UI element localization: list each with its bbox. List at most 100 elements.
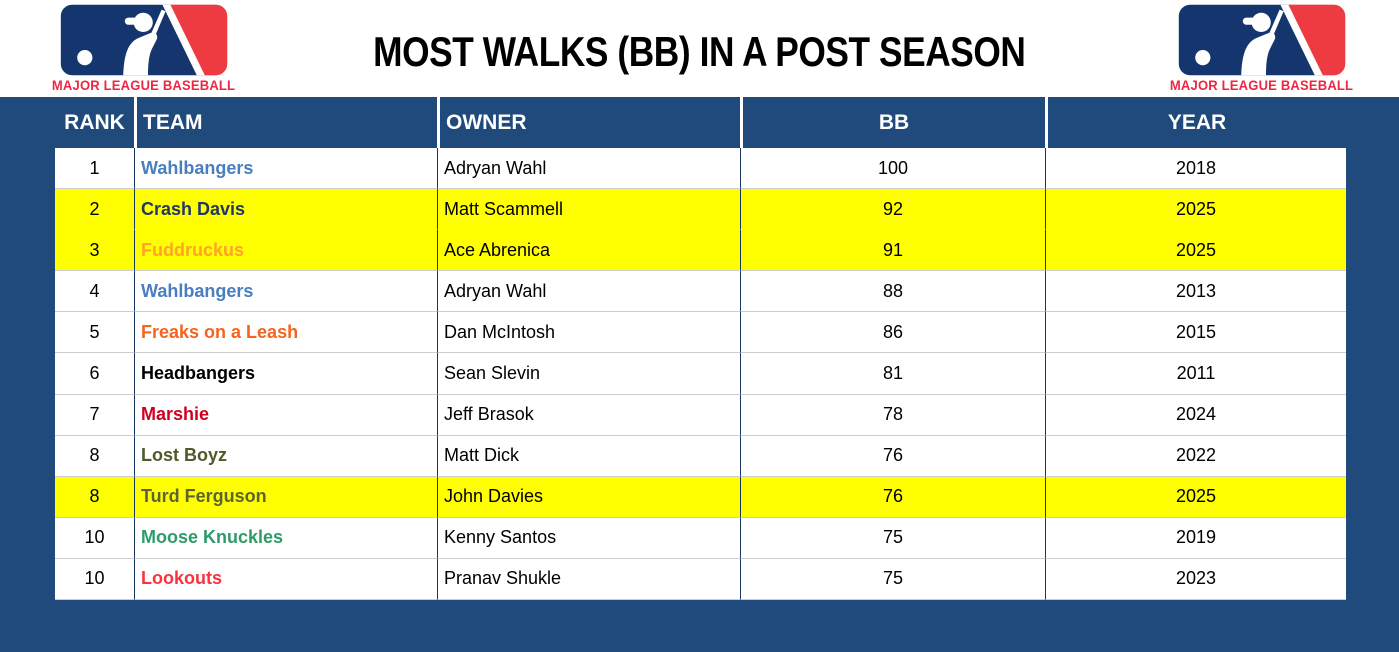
baseball-icon <box>77 50 93 66</box>
table-row: 4 Wahlbangers Adryan Wahl 88 2013 <box>0 271 1399 313</box>
owner-cell: Matt Scammell <box>437 189 740 231</box>
row-right-margin <box>1346 477 1399 518</box>
row-left-margin <box>0 353 55 394</box>
row-right-margin <box>1346 148 1399 189</box>
team-cell: Lost Boyz <box>134 435 437 477</box>
rank-cell: 5 <box>55 312 134 354</box>
mlb-logo-right: MAJOR LEAGUE BASEBALL <box>1170 4 1353 93</box>
table-row: 1 Wahlbangers Adryan Wahl 100 2018 <box>0 148 1399 190</box>
bb-cell: 86 <box>740 312 1045 354</box>
bb-cell: 81 <box>740 353 1045 395</box>
team-cell: Turd Ferguson <box>134 476 437 518</box>
owner-cell: Ace Abrenica <box>437 230 740 272</box>
year-cell: 2023 <box>1045 558 1346 601</box>
mlb-emblem-icon <box>1178 4 1346 76</box>
rank-cell: 4 <box>55 271 134 313</box>
team-cell: Lookouts <box>134 558 437 601</box>
bb-cell: 92 <box>740 189 1045 231</box>
owner-cell: Sean Slevin <box>437 353 740 395</box>
year-cell: 2015 <box>1045 312 1346 354</box>
mlb-emblem-icon <box>60 4 228 76</box>
team-cell: Fuddruckus <box>134 230 437 272</box>
row-right-margin <box>1346 518 1399 559</box>
owner-cell: Adryan Wahl <box>437 271 740 313</box>
row-left-margin <box>0 189 55 230</box>
row-right-margin <box>1346 230 1399 271</box>
row-left-margin <box>0 436 55 477</box>
year-cell: 2013 <box>1045 271 1346 313</box>
row-right-margin <box>1346 395 1399 436</box>
batter-silhouette-icon <box>123 9 166 76</box>
rank-cell: 2 <box>55 189 134 231</box>
mlb-logo-left: MAJOR LEAGUE BASEBALL <box>52 4 235 93</box>
bb-cell: 100 <box>740 148 1045 190</box>
table-body: 1 Wahlbangers Adryan Wahl 100 2018 2 Cra… <box>0 148 1399 601</box>
bb-cell: 76 <box>740 476 1045 518</box>
header-year: YEAR <box>1045 97 1346 148</box>
bb-cell: 78 <box>740 394 1045 436</box>
table-row: 10 Lookouts Pranav Shukle 75 2023 <box>0 558 1399 601</box>
owner-cell: Kenny Santos <box>437 517 740 559</box>
row-right-margin <box>1346 271 1399 312</box>
rank-cell: 8 <box>55 435 134 477</box>
mlb-logo-caption: MAJOR LEAGUE BASEBALL <box>1163 77 1360 93</box>
team-cell: Headbangers <box>134 353 437 395</box>
year-cell: 2024 <box>1045 394 1346 436</box>
team-cell: Wahlbangers <box>134 148 437 190</box>
table-row: 2 Crash Davis Matt Scammell 92 2025 <box>0 189 1399 231</box>
owner-cell: Matt Dick <box>437 435 740 477</box>
year-cell: 2025 <box>1045 230 1346 272</box>
header-right-margin <box>1346 97 1399 148</box>
bottom-band <box>0 600 1399 652</box>
year-cell: 2019 <box>1045 517 1346 559</box>
table-header-row: RANK TEAM OWNER BB YEAR <box>0 97 1399 148</box>
row-left-margin <box>0 230 55 271</box>
team-cell: Marshie <box>134 394 437 436</box>
row-right-margin <box>1346 312 1399 353</box>
mlb-logo-caption-text: MAJOR LEAGUE BASEBALL <box>52 77 236 93</box>
year-cell: 2025 <box>1045 189 1346 231</box>
owner-cell: Adryan Wahl <box>437 148 740 190</box>
baseball-icon <box>1195 50 1211 66</box>
rank-cell: 10 <box>55 558 134 601</box>
year-cell: 2022 <box>1045 435 1346 477</box>
rank-cell: 10 <box>55 517 134 559</box>
rank-cell: 1 <box>55 148 134 190</box>
rank-cell: 3 <box>55 230 134 272</box>
owner-cell: Jeff Brasok <box>437 394 740 436</box>
header-team: TEAM <box>134 97 437 148</box>
row-right-margin <box>1346 353 1399 394</box>
header-rank: RANK <box>64 110 125 134</box>
year-cell: 2011 <box>1045 353 1346 395</box>
header-owner: OWNER <box>437 97 740 148</box>
year-cell: 2025 <box>1045 476 1346 518</box>
table-row: 6 Headbangers Sean Slevin 81 2011 <box>0 353 1399 395</box>
header-bb: BB <box>740 97 1045 148</box>
bb-cell: 88 <box>740 271 1045 313</box>
batter-silhouette-icon <box>1241 9 1284 76</box>
table-row: 8 Lost Boyz Matt Dick 76 2022 <box>0 435 1399 477</box>
bb-cell: 91 <box>740 230 1045 272</box>
bb-cell: 75 <box>740 517 1045 559</box>
year-cell: 2018 <box>1045 148 1346 190</box>
mlb-logo-caption: MAJOR LEAGUE BASEBALL <box>45 77 242 93</box>
row-left-margin <box>0 312 55 353</box>
page-title-text: MOST WALKS (BB) IN A POST SEASON <box>373 27 1026 75</box>
top-band: MAJOR LEAGUE BASEBALL MOST WALKS (BB) IN… <box>0 0 1399 97</box>
team-cell: Crash Davis <box>134 189 437 231</box>
table-row: 8 Turd Ferguson John Davies 76 2025 <box>0 476 1399 518</box>
mlb-logo-caption-text: MAJOR LEAGUE BASEBALL <box>1170 77 1354 93</box>
page-title: MOST WALKS (BB) IN A POST SEASON <box>0 0 1399 97</box>
row-right-margin <box>1346 436 1399 477</box>
table-row: 7 Marshie Jeff Brasok 78 2024 <box>0 394 1399 436</box>
owner-cell: John Davies <box>437 476 740 518</box>
row-left-margin <box>0 271 55 312</box>
row-left-margin <box>0 559 55 600</box>
bb-cell: 75 <box>740 558 1045 601</box>
table-row: 3 Fuddruckus Ace Abrenica 91 2025 <box>0 230 1399 272</box>
row-left-margin <box>0 395 55 436</box>
row-left-margin <box>0 148 55 189</box>
owner-cell: Pranav Shukle <box>437 558 740 601</box>
team-cell: Freaks on a Leash <box>134 312 437 354</box>
